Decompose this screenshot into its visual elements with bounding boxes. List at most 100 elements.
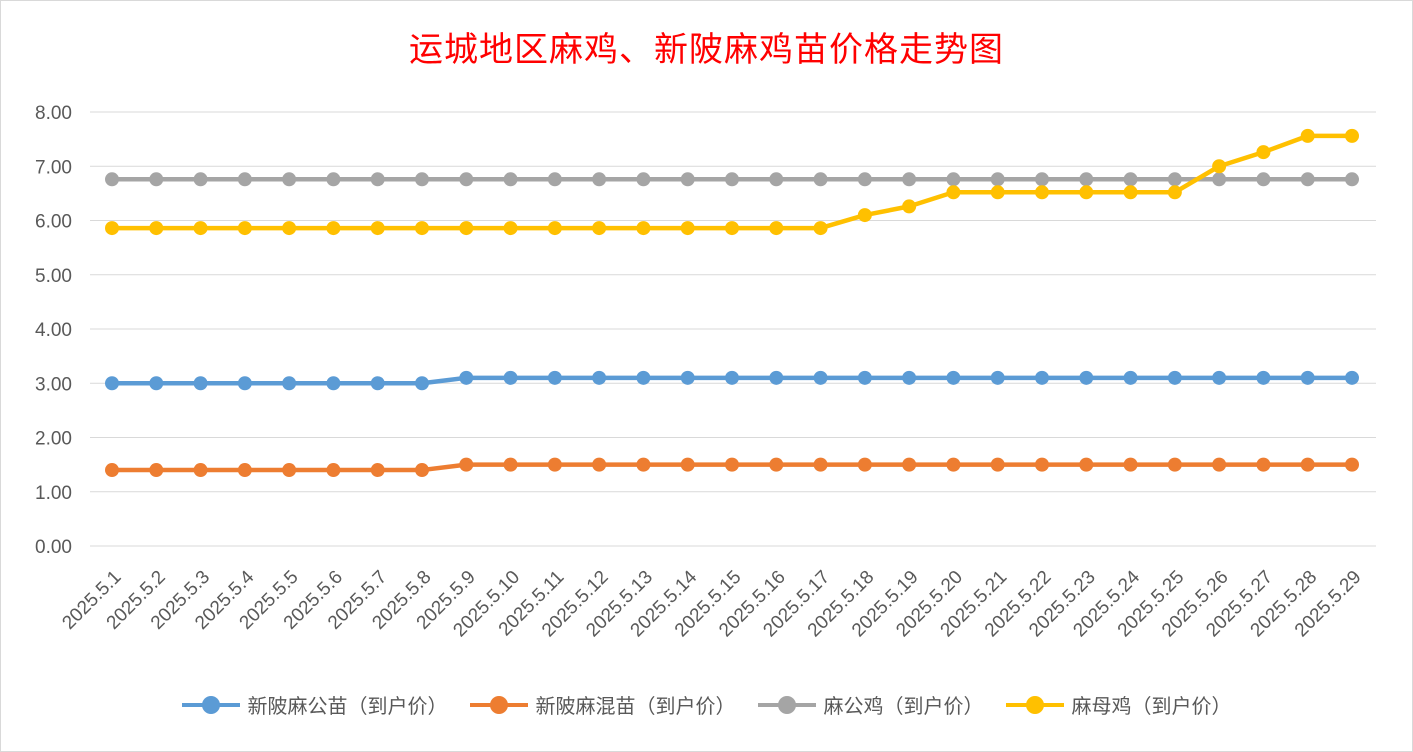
data-point xyxy=(902,199,917,214)
data-point xyxy=(902,370,917,385)
legend-item: 新陂麻公苗（到户价） xyxy=(181,690,448,719)
data-point xyxy=(902,457,917,472)
data-point xyxy=(1300,172,1315,187)
data-point xyxy=(149,172,164,187)
data-point xyxy=(857,457,872,472)
data-point xyxy=(1123,457,1138,472)
data-point xyxy=(769,457,784,472)
data-point xyxy=(1212,370,1227,385)
data-point xyxy=(459,172,474,187)
legend-swatch xyxy=(469,695,528,715)
data-point xyxy=(636,370,651,385)
data-point xyxy=(990,172,1005,187)
data-point xyxy=(813,457,828,472)
data-point xyxy=(1167,370,1182,385)
legend-swatch xyxy=(181,695,240,715)
data-point xyxy=(282,172,297,187)
data-point xyxy=(1167,457,1182,472)
y-tick-label: 7.00 xyxy=(35,157,72,178)
data-point xyxy=(592,370,607,385)
data-point xyxy=(503,370,518,385)
data-point xyxy=(1256,172,1271,187)
y-tick-label: 8.00 xyxy=(35,103,72,124)
data-point xyxy=(1300,457,1315,472)
data-point xyxy=(636,172,651,187)
data-point xyxy=(237,221,252,236)
data-point xyxy=(105,221,119,236)
y-tick-label: 0.00 xyxy=(35,537,72,558)
series-4 xyxy=(105,128,1359,236)
data-point xyxy=(857,172,872,187)
data-point xyxy=(1256,370,1271,385)
data-point xyxy=(282,376,297,391)
data-point xyxy=(680,172,695,187)
data-point xyxy=(415,172,429,187)
data-point xyxy=(370,463,385,478)
data-point xyxy=(1035,172,1049,187)
data-point xyxy=(547,221,562,236)
data-point xyxy=(1212,457,1227,472)
legend-label: 麻公鸡（到户价） xyxy=(823,694,984,718)
data-point xyxy=(636,457,651,472)
legend-swatch xyxy=(1005,695,1064,715)
data-point xyxy=(769,370,784,385)
data-point xyxy=(415,376,429,391)
data-point xyxy=(1079,185,1094,200)
data-point xyxy=(1212,172,1227,187)
legend: 新陂麻公苗（到户价） 新陂麻混苗（到户价） 麻公鸡（到户价） 麻母鸡（到户价） xyxy=(0,690,1413,719)
data-point xyxy=(105,463,119,478)
data-point xyxy=(282,221,297,236)
data-point xyxy=(459,221,474,236)
data-point xyxy=(813,172,828,187)
data-point xyxy=(370,221,385,236)
data-point xyxy=(326,221,341,236)
data-point xyxy=(370,172,385,187)
data-point xyxy=(946,457,961,472)
data-point xyxy=(769,172,784,187)
data-point xyxy=(105,376,119,391)
data-point xyxy=(902,172,917,187)
data-point xyxy=(193,376,208,391)
y-tick-label: 4.00 xyxy=(35,320,72,341)
data-point xyxy=(813,221,828,236)
data-point xyxy=(193,463,208,478)
legend-label: 麻母鸡（到户价） xyxy=(1071,694,1232,718)
data-point xyxy=(1300,128,1315,143)
data-point xyxy=(990,370,1005,385)
data-point xyxy=(1035,185,1049,200)
data-point xyxy=(503,457,518,472)
series-1 xyxy=(105,370,1359,391)
gridlines xyxy=(90,111,1376,547)
data-point xyxy=(326,376,341,391)
data-point xyxy=(415,221,429,236)
data-point xyxy=(1079,172,1094,187)
data-point xyxy=(813,370,828,385)
data-point xyxy=(725,457,739,472)
data-point xyxy=(990,457,1005,472)
legend-item: 麻母鸡（到户价） xyxy=(1005,690,1232,719)
x-axis-ticks: 2025.5.12025.5.22025.5.32025.5.42025.5.5… xyxy=(58,566,1365,641)
data-point xyxy=(680,221,695,236)
data-point xyxy=(680,457,695,472)
y-tick-label: 2.00 xyxy=(35,429,72,450)
data-point xyxy=(1167,172,1182,187)
data-point xyxy=(1256,457,1271,472)
data-point xyxy=(1256,145,1271,160)
data-point xyxy=(459,370,474,385)
data-point xyxy=(149,221,164,236)
data-point xyxy=(1123,370,1138,385)
legend-label: 新陂麻混苗（到户价） xyxy=(535,694,736,718)
series-2 xyxy=(105,457,1359,478)
series-lines xyxy=(105,128,1359,478)
data-point xyxy=(1345,128,1359,143)
data-point xyxy=(1300,370,1315,385)
data-point xyxy=(592,221,607,236)
y-axis-ticks: 0.00 1.00 2.00 3.00 4.00 5.00 6.00 7.00 8.00 xyxy=(35,103,72,558)
data-point xyxy=(769,221,784,236)
data-point xyxy=(1345,370,1359,385)
data-point xyxy=(326,172,341,187)
data-point xyxy=(1079,370,1094,385)
data-point xyxy=(282,463,297,478)
chart-title: 运城地区麻鸡、新陂麻鸡苗价格走势图 xyxy=(409,30,1004,70)
